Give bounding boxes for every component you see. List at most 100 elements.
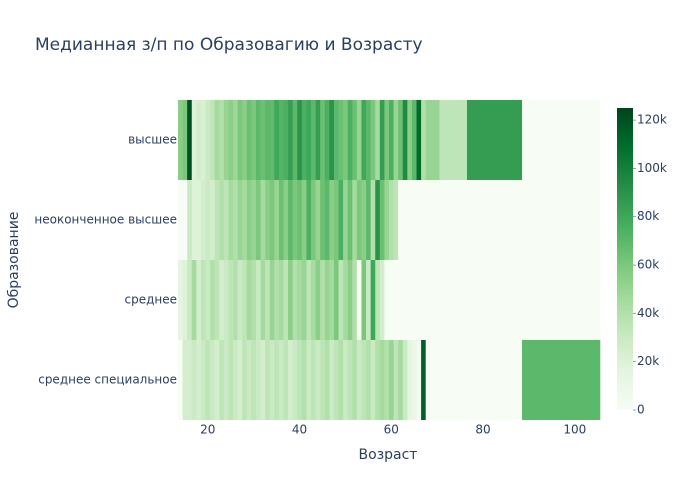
heatmap-cell — [389, 100, 394, 180]
heatmap-cell — [260, 100, 266, 180]
heatmap-cell — [265, 260, 271, 340]
y-tick-label: среднее — [124, 293, 177, 307]
heatmap-cell — [356, 180, 362, 260]
heatmap-cell — [411, 100, 417, 180]
heatmap-cell — [425, 260, 440, 340]
heatmap-cell — [311, 260, 316, 340]
heatmap-cell — [466, 260, 523, 340]
heatmap-cell — [274, 180, 280, 260]
heatmap-cell — [237, 180, 243, 260]
heatmap-cell — [315, 180, 321, 260]
heatmap-cell — [191, 260, 197, 340]
heatmap-cell — [347, 260, 353, 340]
heatmap-cell — [297, 260, 303, 340]
heatmap-cell — [200, 180, 206, 260]
heatmap-cell — [178, 100, 183, 180]
heatmap-cell — [278, 260, 284, 340]
colorbar-tick-label: 20k — [637, 354, 659, 368]
heatmap-cell — [265, 340, 271, 420]
heatmap-cell — [333, 180, 339, 260]
heatmap-cell — [246, 180, 252, 260]
heatmap-cell — [315, 100, 321, 180]
heatmap-cell — [366, 180, 371, 260]
heatmap-cell — [228, 180, 234, 260]
heatmap-cell — [214, 180, 220, 260]
x-tick-label: 80 — [475, 423, 490, 437]
heatmap-cell — [311, 100, 316, 180]
heatmap-cell — [315, 260, 321, 340]
heatmap-cell — [370, 180, 376, 260]
heatmap-cell — [274, 100, 280, 180]
heatmap-cell — [214, 100, 220, 180]
heatmap-cell — [214, 260, 220, 340]
heatmap-cell — [421, 180, 426, 260]
heatmap-cell — [210, 100, 215, 180]
heatmap-cell — [421, 260, 426, 340]
heatmap-cell — [178, 340, 183, 420]
heatmap-cell — [178, 180, 183, 260]
heatmap-cell — [260, 260, 266, 340]
heatmap-cell — [200, 340, 206, 420]
heatmap-cell — [269, 340, 275, 420]
heatmap-cell — [301, 340, 307, 420]
heatmap-cell — [407, 340, 413, 420]
heatmap-cell — [361, 340, 367, 420]
heatmap-cell — [182, 260, 188, 340]
heatmap-cell — [338, 260, 344, 340]
y-tick-label: высшее — [128, 133, 177, 147]
heatmap-cell — [251, 340, 257, 420]
heatmap-cell — [306, 260, 312, 340]
heatmap-cell — [379, 260, 385, 340]
heatmap-cell — [292, 100, 298, 180]
heatmap-cell — [228, 100, 234, 180]
heatmap-cell — [347, 100, 353, 180]
heatmap-cell — [324, 340, 330, 420]
x-axis-title: Возраст — [359, 447, 418, 463]
heatmap-cell — [283, 100, 289, 180]
heatmap-cell — [356, 100, 362, 180]
heatmap-cell — [522, 180, 601, 260]
heatmap-cell — [393, 260, 399, 340]
heatmap-cell — [411, 340, 417, 420]
heatmap-cell — [311, 340, 316, 420]
heatmap-cell — [292, 260, 298, 340]
heatmap-cell — [269, 180, 275, 260]
heatmap-cell — [379, 180, 385, 260]
heatmap-cell — [320, 180, 326, 260]
heatmap-cell — [255, 100, 261, 180]
colorbar-tick-label: 120k — [637, 113, 667, 127]
heatmap-cell — [411, 180, 417, 260]
heatmap-cell — [398, 180, 404, 260]
heatmap-cell — [297, 340, 303, 420]
heatmap-cell — [384, 180, 390, 260]
heatmap-cell — [223, 260, 229, 340]
heatmap-cell — [384, 100, 390, 180]
heatmap-cell — [384, 260, 390, 340]
heatmap-cell — [196, 180, 202, 260]
x-tick-label: 60 — [384, 423, 399, 437]
heatmap-cell — [228, 340, 234, 420]
heatmap-cell — [301, 180, 307, 260]
heatmap-cell — [182, 180, 188, 260]
heatmap-cell — [283, 180, 289, 260]
chart-title: Медианная з/п по Образовагию и Возрасту — [35, 35, 423, 55]
heatmap-cell — [384, 340, 390, 420]
heatmap-cell — [402, 180, 408, 260]
heatmap-cell — [288, 260, 293, 340]
heatmap-cell — [301, 260, 307, 340]
heatmap-cell — [274, 340, 280, 420]
heatmap-cell — [237, 340, 243, 420]
heatmap-cell — [329, 260, 335, 340]
heatmap-cell — [187, 180, 193, 260]
heatmap-cell — [366, 100, 371, 180]
heatmap-cell — [389, 340, 394, 420]
heatmap-cell — [306, 100, 312, 180]
heatmap-cell — [333, 100, 339, 180]
heatmap-cell — [338, 100, 344, 180]
heatmap-cell — [306, 180, 312, 260]
heatmap-cell — [329, 180, 335, 260]
heatmap-cell — [352, 260, 358, 340]
heatmap-cell — [242, 180, 248, 260]
heatmap-cell — [370, 100, 376, 180]
heatmap-cell — [398, 260, 404, 340]
